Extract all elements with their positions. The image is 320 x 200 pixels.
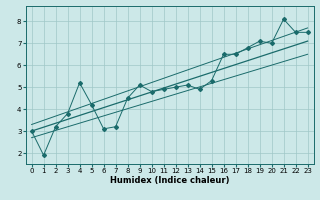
X-axis label: Humidex (Indice chaleur): Humidex (Indice chaleur) [110,176,229,185]
